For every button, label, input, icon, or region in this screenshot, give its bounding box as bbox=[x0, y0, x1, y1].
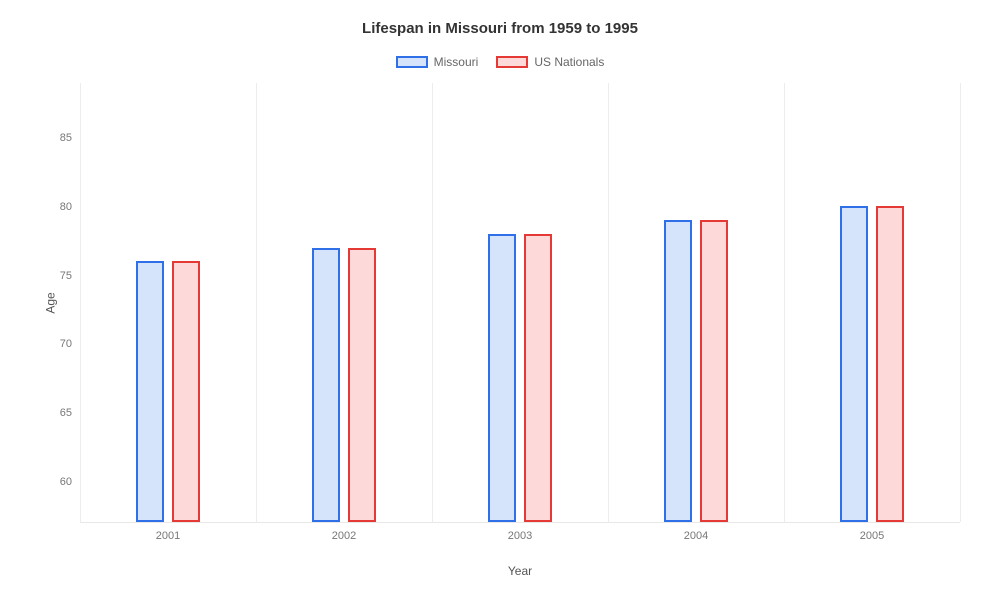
x-axis-label: Year bbox=[508, 564, 532, 578]
bar-group: 2003 bbox=[432, 83, 608, 522]
bar-group: 2004 bbox=[608, 83, 784, 522]
bar-group: 2002 bbox=[256, 83, 432, 522]
y-tick: 70 bbox=[60, 338, 72, 350]
bar bbox=[876, 206, 904, 522]
legend: Missouri US Nationals bbox=[30, 55, 970, 69]
x-tick: 2001 bbox=[138, 530, 198, 542]
bar bbox=[524, 234, 552, 522]
x-tick: 2005 bbox=[842, 530, 902, 542]
plot-wrap: Age 606570758085 20012002200320042005 Ye… bbox=[80, 83, 960, 523]
bar-groups: 20012002200320042005 bbox=[80, 83, 960, 522]
bar-group: 2001 bbox=[80, 83, 256, 522]
bar bbox=[312, 248, 340, 522]
legend-label-missouri: Missouri bbox=[434, 55, 479, 69]
chart-container: Lifespan in Missouri from 1959 to 1995 M… bbox=[0, 0, 1000, 600]
grid-line bbox=[784, 83, 785, 522]
legend-label-usnationals: US Nationals bbox=[534, 55, 604, 69]
bar bbox=[136, 261, 164, 522]
bar bbox=[172, 261, 200, 522]
x-tick: 2004 bbox=[666, 530, 726, 542]
legend-item-usnationals: US Nationals bbox=[496, 55, 604, 69]
grid-line bbox=[80, 83, 81, 522]
grid-line bbox=[960, 83, 961, 522]
y-tick: 60 bbox=[60, 476, 72, 488]
bar bbox=[348, 248, 376, 522]
x-tick: 2002 bbox=[314, 530, 374, 542]
bar bbox=[488, 234, 516, 522]
x-tick: 2003 bbox=[490, 530, 550, 542]
grid-line bbox=[608, 83, 609, 522]
legend-swatch-usnationals bbox=[496, 56, 528, 68]
bar bbox=[840, 206, 868, 522]
y-tick: 80 bbox=[60, 201, 72, 213]
bar bbox=[700, 220, 728, 522]
chart-title: Lifespan in Missouri from 1959 to 1995 bbox=[30, 20, 970, 37]
plot-area: 20012002200320042005 Year bbox=[80, 83, 960, 523]
y-tick: 65 bbox=[60, 407, 72, 419]
y-tick: 75 bbox=[60, 270, 72, 282]
grid-line bbox=[256, 83, 257, 522]
bar bbox=[664, 220, 692, 522]
legend-swatch-missouri bbox=[396, 56, 428, 68]
legend-item-missouri: Missouri bbox=[396, 55, 479, 69]
grid-line bbox=[432, 83, 433, 522]
y-axis: 60 65 70 75 80 85 bbox=[40, 83, 80, 523]
y-tick: 85 bbox=[60, 132, 72, 144]
bar-group: 2005 bbox=[784, 83, 960, 522]
